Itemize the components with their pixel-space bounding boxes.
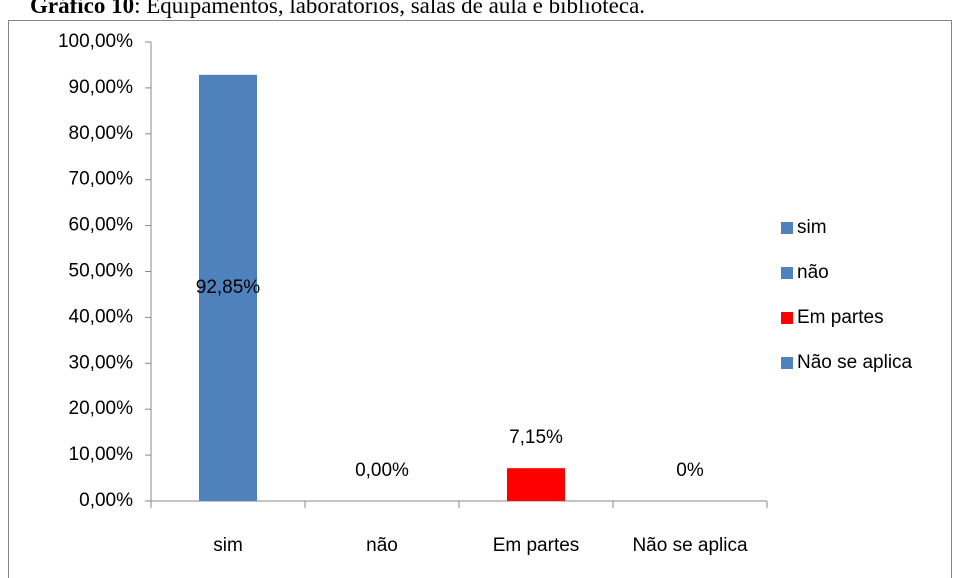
- legend-swatch: [781, 222, 793, 234]
- x-tick-label: sim: [213, 535, 243, 556]
- x-tick-label: Em partes: [493, 535, 580, 556]
- y-tick-label: 30,00%: [69, 352, 134, 373]
- y-tick-label: 0,00%: [79, 490, 133, 511]
- bar: [199, 74, 257, 502]
- y-tick-label: 90,00%: [69, 77, 134, 98]
- data-label: 92,85%: [196, 277, 261, 298]
- data-label: 0%: [676, 460, 704, 481]
- y-tick-label: 80,00%: [69, 123, 134, 144]
- chart-title: Gráfico 10: Equipamentos, laboratórios, …: [30, 0, 645, 18]
- bar: [507, 468, 565, 501]
- data-label: 0,00%: [355, 460, 409, 481]
- x-tick-label: Não se aplica: [632, 535, 748, 556]
- y-tick-label: 50,00%: [69, 261, 134, 282]
- y-tick-label: 60,00%: [69, 215, 134, 236]
- y-tick-label: 100,00%: [58, 31, 133, 52]
- y-tick-label: 70,00%: [69, 169, 134, 190]
- legend-label: sim: [797, 217, 827, 238]
- legend-label: não: [797, 262, 829, 283]
- title-prefix: Gráfico 10: [30, 0, 134, 18]
- x-tick-label: não: [366, 535, 398, 556]
- legend-label: Não se aplica: [797, 352, 913, 373]
- y-tick-label: 40,00%: [69, 306, 134, 327]
- data-label: 7,15%: [509, 427, 563, 448]
- legend-swatch: [781, 267, 793, 279]
- legend-swatch: [781, 312, 793, 324]
- legend-swatch: [781, 357, 793, 369]
- y-tick-label: 10,00%: [69, 444, 134, 465]
- legend-label: Em partes: [797, 307, 884, 328]
- chart-frame: [8, 20, 952, 578]
- title-text: : Equipamentos, laboratórios, salas de a…: [134, 0, 645, 18]
- y-tick-label: 20,00%: [69, 398, 134, 419]
